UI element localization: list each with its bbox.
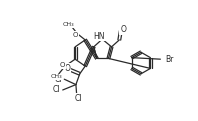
Text: O: O xyxy=(72,32,78,38)
Text: Cl: Cl xyxy=(53,85,60,95)
Text: O: O xyxy=(60,62,65,68)
Text: Cl: Cl xyxy=(74,94,82,103)
Text: Br: Br xyxy=(166,55,174,64)
Text: CH₃: CH₃ xyxy=(51,74,62,79)
Text: Cl: Cl xyxy=(54,75,62,84)
Text: HN: HN xyxy=(93,32,105,41)
Text: CH₃: CH₃ xyxy=(63,22,75,27)
Text: O: O xyxy=(120,25,126,34)
Text: O: O xyxy=(64,64,70,73)
